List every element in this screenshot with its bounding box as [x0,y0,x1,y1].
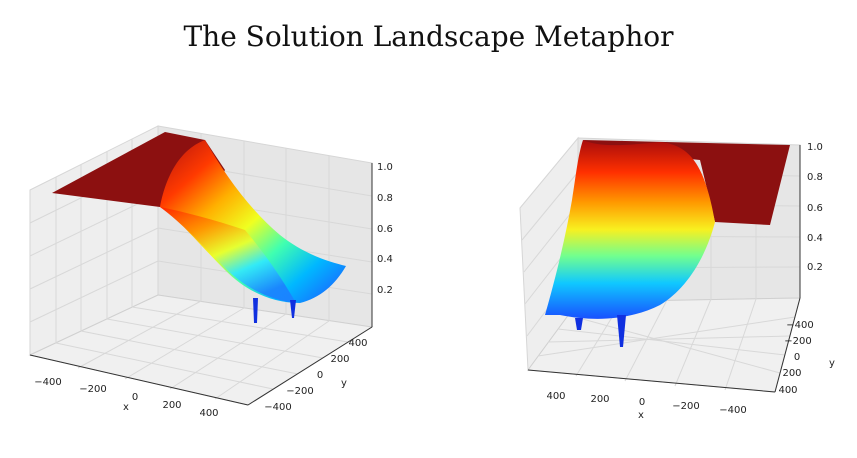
left-y-tick-2: −200 [286,386,313,397]
right-z-tick-4: 0.8 [807,172,823,183]
right-x-tick-5: −400 [719,405,746,416]
left-y-tick-1: −400 [264,402,291,413]
right-x-ticks: 400 200 0 −200 −400 [546,391,746,416]
left-x-tick-2: −200 [79,384,106,395]
left-spike-1 [253,298,258,323]
left-z-tick-5: 1.0 [377,162,393,173]
right-x-tick-4: −200 [672,401,699,412]
right-y-tick-3: 0 [794,352,800,363]
right-z-tick-3: 0.6 [807,203,823,214]
left-z-tick-2: 0.4 [377,254,393,265]
right-surface-chart: 400 200 0 −200 −400 x −400 −200 0 200 40… [519,136,835,421]
left-y-tick-3: 0 [317,370,323,381]
right-x-tick-1: 400 [546,391,565,402]
right-spike-2 [617,315,626,347]
left-spike-2 [290,300,296,318]
left-surface-bowl [160,140,346,303]
left-surface-fold [160,207,296,303]
left-x-label: x [123,402,129,413]
left-z-ticks: 0.2 0.4 0.6 0.8 1.0 [377,162,393,296]
right-surface-plateau [583,140,790,225]
right-y-tick-5: 400 [778,385,797,396]
right-y-label: y [829,358,835,369]
page-title: The Solution Landscape Metaphor [183,20,674,53]
right-z-tick-5: 1.0 [807,142,823,153]
right-y-tick-2: −200 [784,336,811,347]
left-surface-chart: −400 −200 0 200 400 x −400 −200 0 200 40… [28,125,393,419]
right-z-tick-2: 0.4 [807,233,823,244]
left-z-tick-3: 0.6 [377,224,393,235]
right-z-ticks: 0.2 0.4 0.6 0.8 1.0 [807,142,823,273]
right-y-ticks: −400 −200 0 200 400 [778,320,813,396]
left-x-tick-1: −400 [34,377,61,388]
left-x-tick-3: 0 [132,392,138,403]
left-z-tick-4: 0.8 [377,193,393,204]
right-x-label: x [638,410,644,421]
left-y-ticks: −400 −200 0 200 400 [264,338,367,413]
right-surface-bowl [545,140,715,319]
right-spike-1 [575,318,583,330]
left-y-tick-4: 200 [330,354,349,365]
right-x-tick-3: 0 [639,397,645,408]
left-x-ticks: −400 −200 0 200 400 [34,377,218,419]
left-x-tick-4: 200 [162,400,181,411]
left-y-label: y [341,378,347,389]
right-y-tick-4: 200 [782,368,801,379]
right-z-tick-1: 0.2 [807,262,823,273]
left-x-tick-5: 400 [199,408,218,419]
right-y-tick-1: −400 [786,320,813,331]
right-x-tick-2: 200 [590,394,609,405]
left-z-tick-1: 0.2 [377,285,393,296]
left-y-tick-5: 400 [348,338,367,349]
